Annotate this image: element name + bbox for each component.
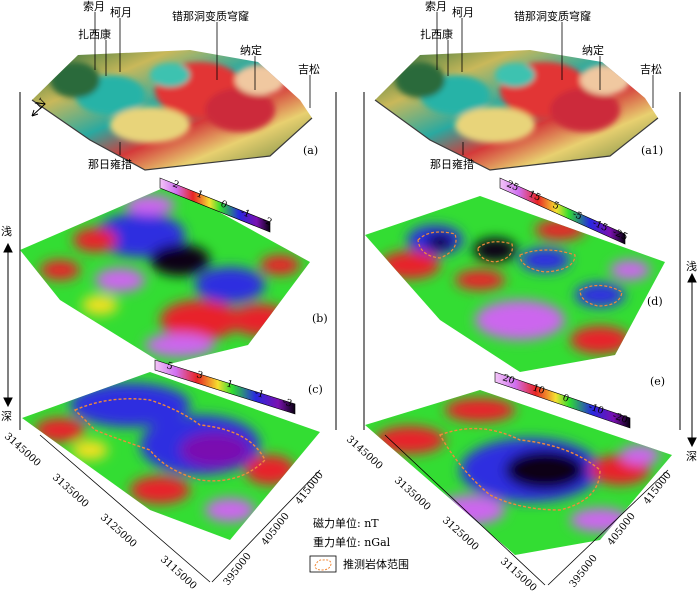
colorbar-d-tick-1: 15 <box>527 189 543 204</box>
label-nading-left: 纳定 <box>240 43 262 57</box>
colorbar-e-tick-2: 0 <box>561 392 570 404</box>
label-jisong-left: 吉松 <box>298 62 320 76</box>
depth-arrow-left <box>3 242 13 408</box>
easting-tick-left-0: 395000 <box>222 551 254 588</box>
label-cuonadong-right: 错那洞变质穹窿 <box>514 9 591 23</box>
depth-deep-right: 深 <box>686 450 697 463</box>
label-leaders <box>94 12 654 155</box>
easting-tick-left-2: 415000 <box>294 470 326 507</box>
colorbar-c <box>154 359 296 415</box>
panel-label-c: (c) <box>308 383 323 396</box>
panel-label-a: (a) <box>303 144 318 157</box>
colorbar-b-tick-0: 2 <box>171 179 181 191</box>
colorbar-d-tick-3: -5 <box>571 209 584 223</box>
colorbar-d-tick-0: 25 <box>505 179 521 194</box>
northing-tick-left-2: 3125000 <box>98 512 138 550</box>
label-suoyue-left: 索月 <box>83 0 105 13</box>
northing-tick-right-2: 3125000 <box>440 515 480 553</box>
label-nading-right: 纳定 <box>582 43 604 57</box>
colorbar-e-tick-1: 10 <box>531 382 546 396</box>
colorbar-c-tick-3: -1 <box>253 387 265 400</box>
legend-rock-range-swatch <box>309 555 337 573</box>
label-jisong-right: 吉松 <box>640 62 662 76</box>
colorbar-c-tick-4: -3 <box>281 396 293 409</box>
easting-tick-right-0: 395000 <box>568 553 600 590</box>
colorbar-e-tick-4: -20 <box>611 410 629 425</box>
easting-tick-left-1: 405000 <box>260 511 292 548</box>
label-cuonadong-left: 错那洞变质穹窿 <box>172 9 249 23</box>
colorbar-d-tick-5: -25 <box>611 227 629 243</box>
terrain-map-left <box>31 50 313 171</box>
panel-label-b: (b) <box>312 312 328 325</box>
northing-tick-right-3: 3115000 <box>498 556 538 592</box>
colorbar-b <box>159 177 271 233</box>
northing-tick-left-1: 3135000 <box>50 472 90 510</box>
label-nariyongcuo-left: 那日雍措 <box>88 157 132 171</box>
legend-rock-range: 推测岩体范围 <box>343 557 409 571</box>
northing-tick-right-1: 3135000 <box>392 475 432 513</box>
axes-right <box>384 434 669 586</box>
axes-left <box>39 434 321 583</box>
surface-d <box>365 196 665 372</box>
legend-dashed-outline <box>314 559 332 571</box>
depth-shallow-right: 浅 <box>686 260 697 273</box>
colorbar-b-tick-2: 0 <box>219 199 229 211</box>
colorbar-b-tick-4: -2 <box>261 215 274 229</box>
panel-label-e: (e) <box>650 375 665 388</box>
colorbar-b-tick-1: 1 <box>195 189 205 201</box>
legend-magnetic-unit: 磁力单位: nT <box>313 516 379 530</box>
depth-shallow-left: 浅 <box>1 225 12 238</box>
depth-arrow-right <box>687 272 697 448</box>
label-keyue-right: 柯月 <box>452 6 474 19</box>
colorbar-c-tick-0: 5 <box>165 360 174 372</box>
legend-gravity-unit: 重力单位: nGal <box>313 535 391 549</box>
colorbar-e <box>494 371 631 429</box>
frame-lines <box>19 92 681 430</box>
colorbar-c-tick-1: 3 <box>195 369 204 381</box>
terrain-map-right <box>374 50 659 171</box>
colorbar-c-tick-2: 1 <box>225 378 234 390</box>
colorbar-d-tick-2: 5 <box>551 200 561 213</box>
label-suoyue-right: 索月 <box>425 0 447 13</box>
label-nariyongcuo-right: 那日雍措 <box>430 157 474 171</box>
panel-label-d: (d) <box>647 295 663 308</box>
northing-tick-left-3: 3115000 <box>158 554 198 592</box>
northing-tick-left-0: 3145000 <box>2 431 42 469</box>
surface-e <box>365 390 672 555</box>
panel-label-a1: (a1) <box>641 144 663 157</box>
colorbar-e-tick-3: -10 <box>587 401 605 416</box>
northing-tick-right-0: 3145000 <box>344 434 384 472</box>
north-arrow-icon <box>31 103 46 117</box>
surface-c <box>22 372 320 540</box>
label-keyue-left: 柯月 <box>110 6 132 19</box>
label-zhaxikang-right: 扎西康 <box>420 27 453 41</box>
colorbar-b-tick-3: -1 <box>239 207 252 221</box>
label-zhaxikang-left: 扎西康 <box>78 27 111 41</box>
depth-deep-left: 深 <box>1 410 12 423</box>
colorbar-e-tick-0: 20 <box>501 372 516 386</box>
surface-b <box>20 185 310 365</box>
colorbar-d <box>499 177 626 245</box>
